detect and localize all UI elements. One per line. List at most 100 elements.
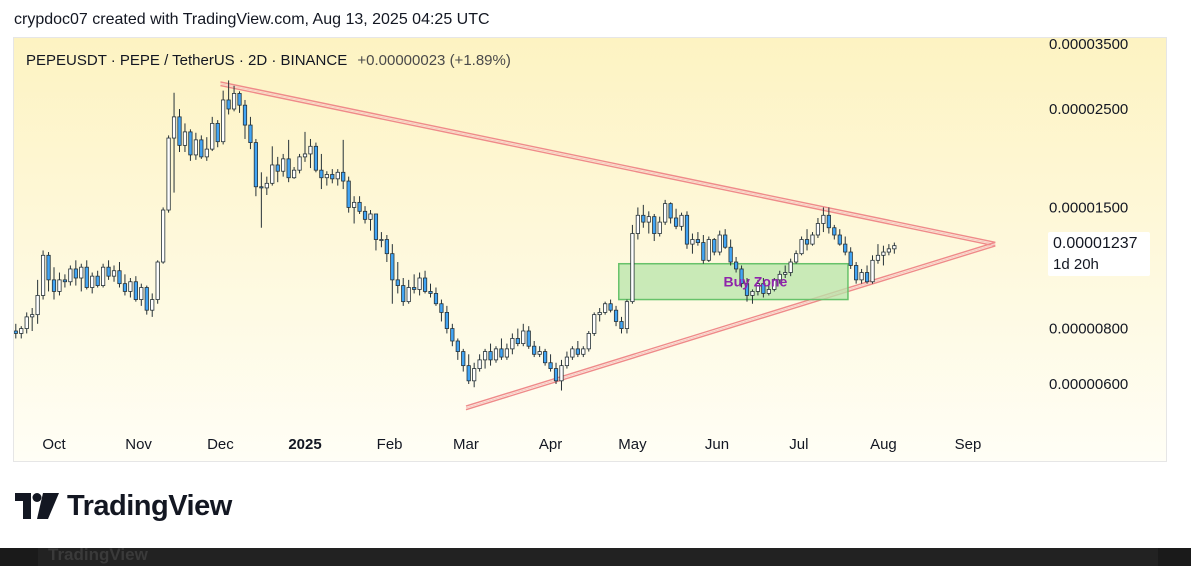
candle [106,260,111,280]
candle [352,196,357,224]
candle [472,362,477,388]
candle [466,354,471,384]
price-axis-label: 0.00000600 [1049,376,1128,393]
candle-body-down [652,216,657,234]
candle [772,278,777,292]
candle [739,265,744,288]
candle [281,153,286,177]
candle-body-down [433,293,439,305]
candle-body-down [712,239,717,253]
tradingview-logo[interactable]: TradingView [15,489,232,523]
bar-countdown: 1d 20h [1053,256,1099,273]
candle-body-down [95,275,100,286]
candle-body-up [810,234,815,245]
candle [641,204,646,228]
candle-body-up [521,330,526,344]
candle [221,90,226,145]
price-axis[interactable]: 0.00003500 0.00002500 0.00001500 0.00000800… [1049,38,1128,393]
candle-body-down [553,368,559,382]
price-chart[interactable]: 0.00003500 0.00002500 0.00001500 0.00000800… [14,38,1167,462]
candle-body-down [14,330,18,334]
ghost-panel [38,548,1158,566]
candle [750,289,755,304]
candle [117,262,122,288]
candle-body-down [253,142,258,188]
candle [242,99,248,139]
time-axis[interactable]: Oct Nov Dec 2025 Feb Mar Apr May Jun Jul Aug Sep [42,436,981,453]
candle [264,176,269,195]
candle [788,258,793,277]
tradingview-logo-icon [15,493,59,519]
candle [592,312,597,336]
chart-background [14,38,1166,461]
candle-body-down [362,210,368,220]
candle [346,176,351,213]
candle-body-down [422,277,428,292]
candle-body-down [804,239,810,245]
candle [439,299,444,322]
trendline-core [220,83,996,245]
candle-body-up [886,248,891,253]
candle-body-down [330,174,335,180]
candle-body-down [46,254,51,281]
buy-zone-rect[interactable] [618,262,849,301]
candle-body-up [221,99,226,143]
candle-body-down [117,270,122,285]
candle-body-down [843,243,848,253]
candle-body-up [663,203,668,223]
candle [875,244,881,264]
chart-area[interactable]: 0.00003500 0.00002500 0.00001500 0.00000800… [13,37,1167,462]
candle-body-up [139,287,144,300]
candle [684,211,690,249]
candle [537,346,542,358]
candle [362,206,368,224]
candle-body-down [390,253,395,281]
candle [761,278,766,298]
candle [728,239,733,266]
candle-body-down [106,266,111,277]
candle [133,276,138,302]
candle [657,216,662,237]
candle-body-up [592,314,597,334]
candle [892,242,897,254]
candle [395,262,400,294]
candle [204,137,209,161]
candle-body-up [24,316,29,329]
candle [777,270,782,284]
candle [302,131,308,162]
candle [19,326,24,339]
candle-body-down [619,321,624,329]
candle-body-down [575,348,580,355]
candle [297,153,302,174]
candle [559,359,564,391]
candle [815,217,821,238]
candle [723,229,728,249]
candle [161,207,166,264]
symbol-legend[interactable]: PEPEUSDT · PEPE / TetherUS · 2D · BINANC… [26,52,511,69]
candle-body-down [450,328,455,342]
candle [412,274,417,294]
candle [870,255,875,284]
candle [30,308,35,331]
candle-body-up [101,266,106,286]
time-axis-label: Mar [453,436,479,453]
price-axis-label: 0.00003500 [1049,38,1128,53]
candle [482,348,488,369]
candle-body-down [384,239,389,255]
candle-body-down [444,312,449,329]
candle-body-up [766,289,771,294]
candle-body-up [281,158,286,172]
buy-zone-label: Buy Zone [723,274,787,290]
candle-body-down [532,345,537,355]
candle-body-down [548,362,553,369]
candle-body-up [646,216,651,223]
candle [313,142,319,173]
candle-body-down [761,283,766,294]
candle-body-up [292,169,297,179]
candle [237,91,242,113]
trendline-resistance[interactable] [220,81,996,247]
candle [493,346,499,363]
buy-zone[interactable] [618,262,849,301]
candle-body-up [603,303,608,313]
candle [619,316,624,334]
